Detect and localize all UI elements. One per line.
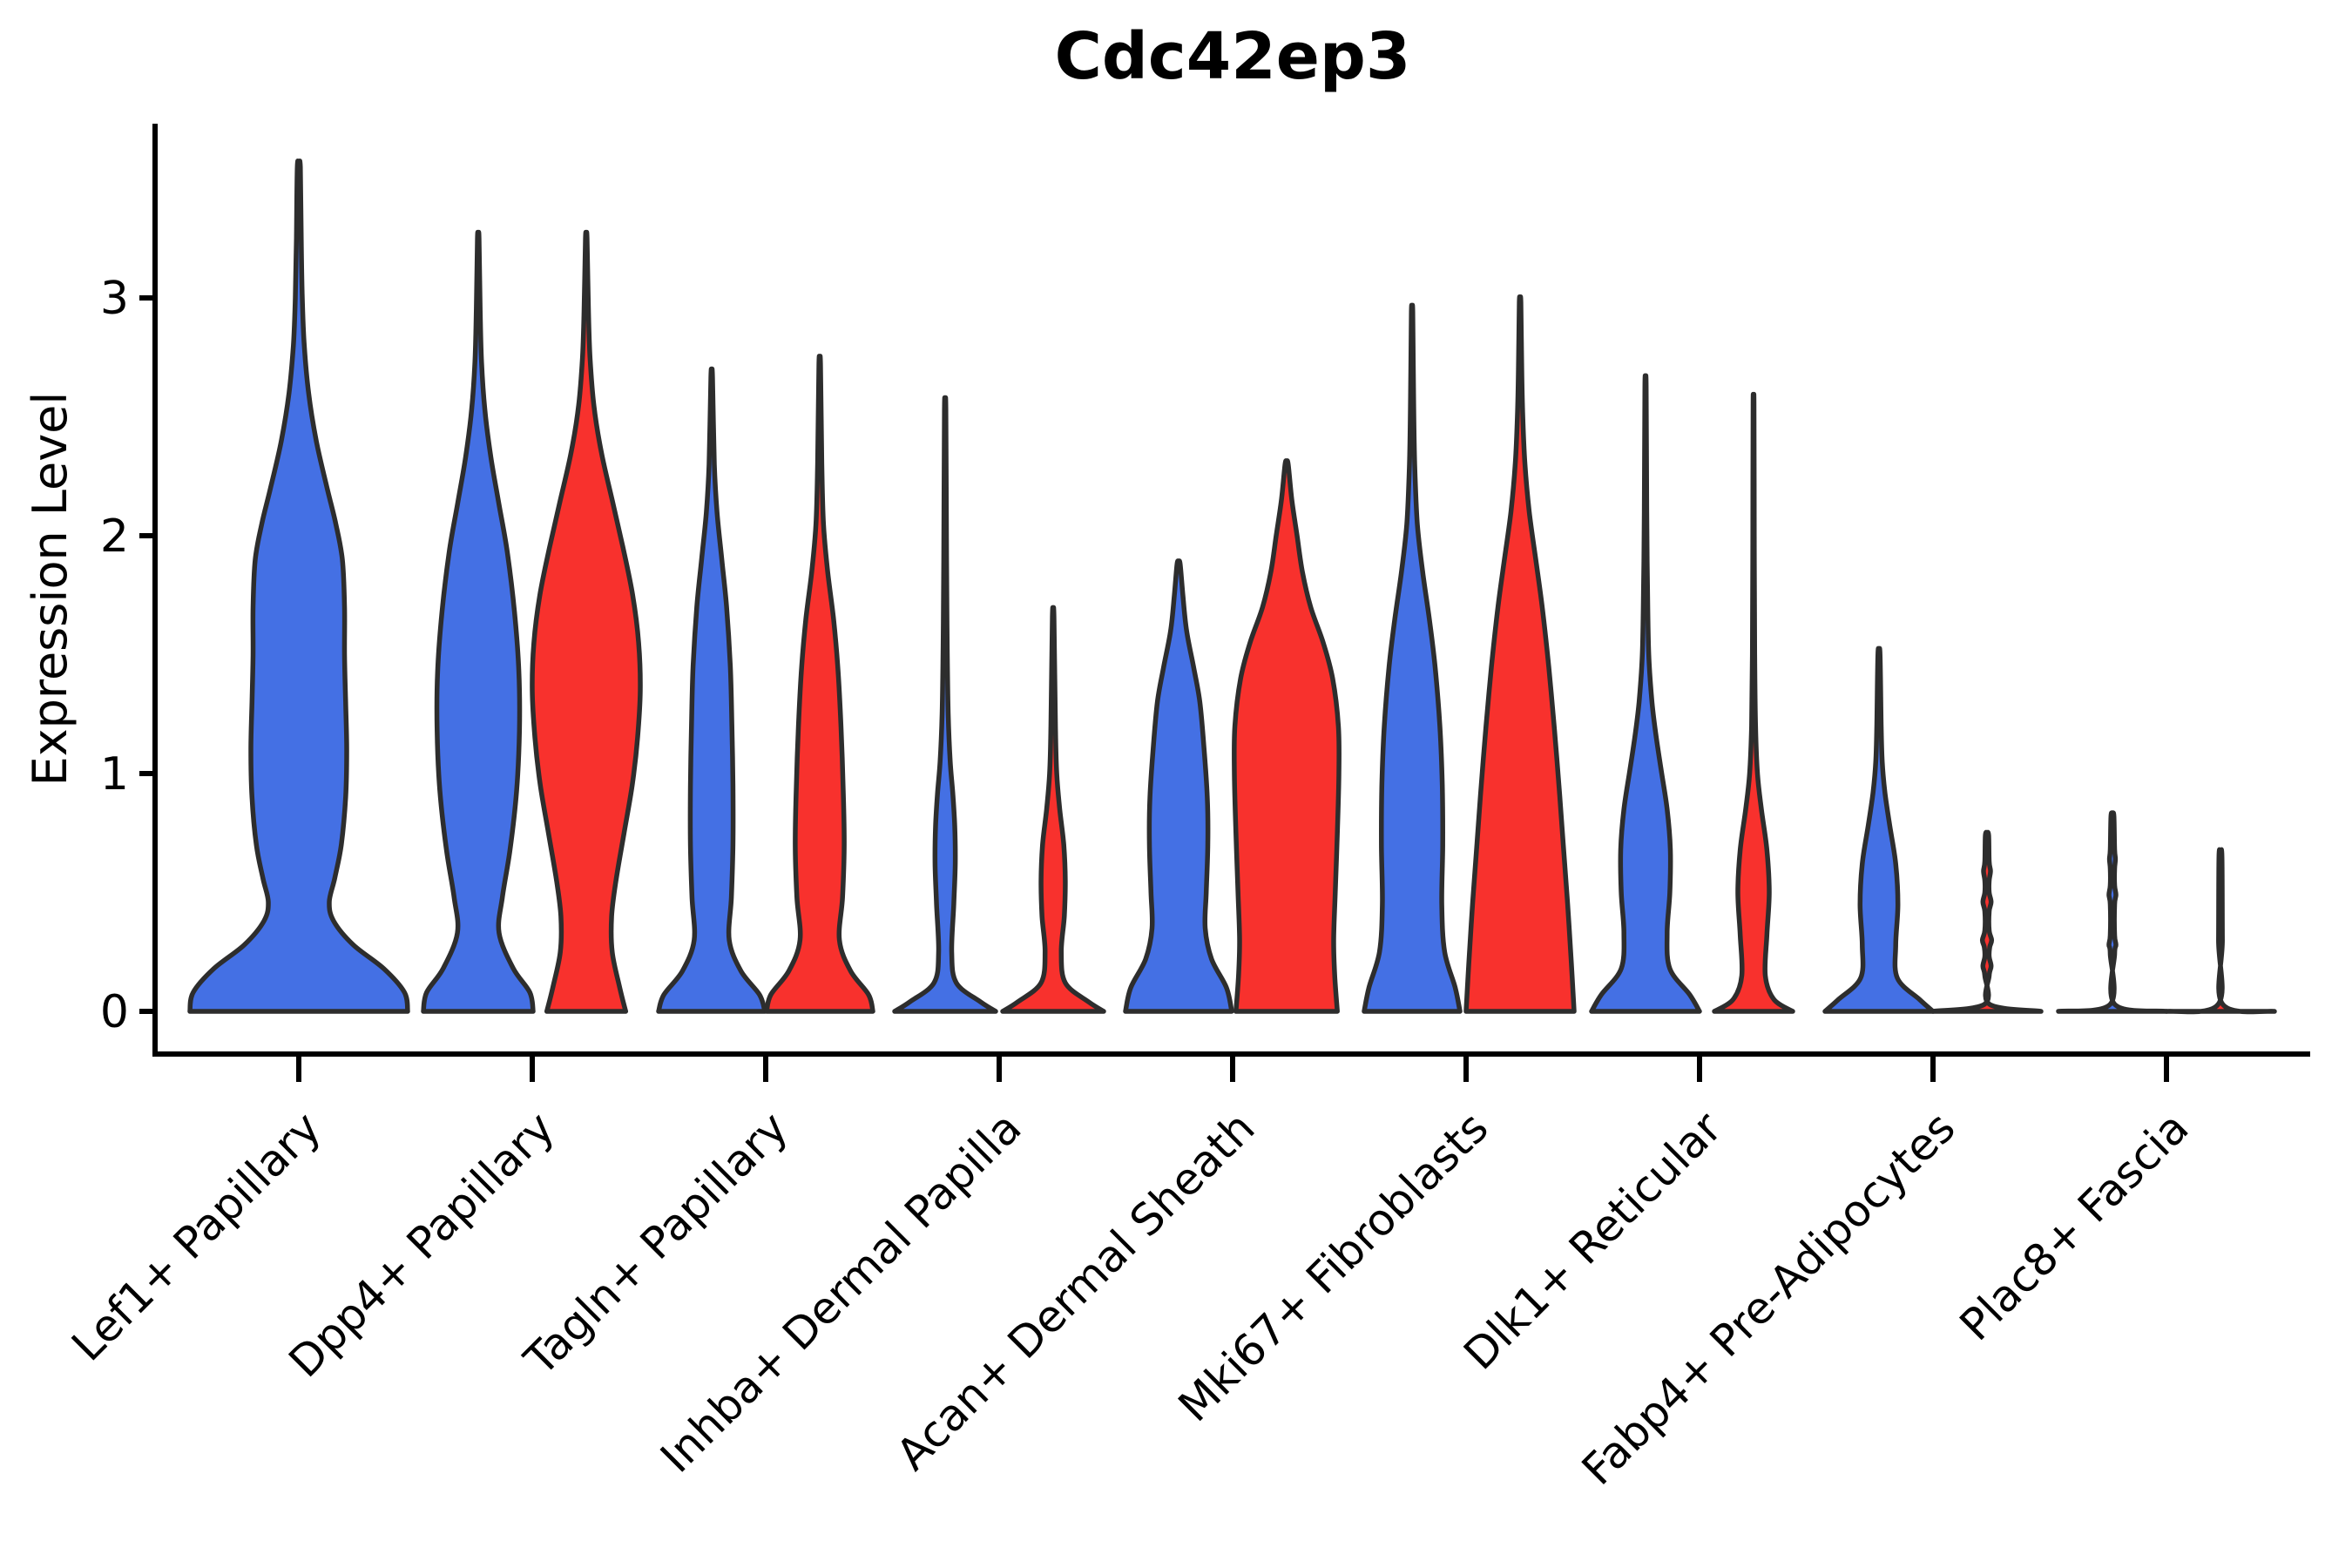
y-tick-label-0: 0	[100, 986, 129, 1038]
violin-group-mki67-fibroblasts	[1362, 294, 1577, 1014]
y-axis-label: Expression Level	[23, 392, 78, 787]
violin-dlk1-reticular-red	[1712, 391, 1795, 1014]
violin-acan-dermal-sheath-red	[1232, 458, 1342, 1014]
violin-mki67-fibroblasts-red	[1463, 294, 1577, 1014]
violins-layer	[187, 158, 2277, 1015]
violin-fabp4-pre-adipocytes-red	[1930, 829, 2044, 1014]
violin-inhba-dermal-papilla-blue	[892, 395, 998, 1014]
violin-dlk1-reticular-blue	[1589, 373, 1702, 1014]
chart-title: Cdc42ep3	[1055, 19, 1411, 94]
violin-lef1-papillary-blue	[187, 158, 410, 1014]
violin-group-plac8-fascia	[2056, 810, 2277, 1015]
violin-tagln-papillary-blue	[656, 366, 767, 1014]
violin-dpp4-papillary-red	[530, 229, 643, 1014]
violin-plac8-fascia-blue	[2056, 810, 2169, 1014]
violin-group-tagln-papillary	[656, 354, 875, 1014]
violin-plac8-fascia-red	[2164, 847, 2277, 1015]
violin-group-dlk1-reticular	[1589, 373, 1795, 1014]
violin-group-acan-dermal-sheath	[1123, 458, 1342, 1014]
violin-group-fabp4-pre-adipocytes	[1822, 645, 2044, 1014]
violin-tagln-papillary-red	[764, 354, 875, 1014]
y-tick-label-2: 2	[100, 510, 129, 563]
violin-group-inhba-dermal-papilla	[892, 395, 1106, 1014]
violin-dpp4-papillary-blue	[421, 229, 536, 1014]
violin-group-lef1-papillary	[187, 158, 410, 1014]
y-tick-label-1: 1	[100, 748, 129, 801]
violin-acan-dermal-sheath-blue	[1123, 558, 1234, 1014]
y-tick-label-3: 3	[100, 273, 129, 325]
violin-mki67-fibroblasts-blue	[1362, 302, 1463, 1014]
y-axis: 0 1 2 3	[100, 124, 158, 1057]
violin-fabp4-pre-adipocytes-blue	[1822, 645, 1936, 1014]
violin-group-dpp4-papillary	[421, 229, 643, 1014]
violin-inhba-dermal-papilla-red	[1000, 605, 1106, 1014]
